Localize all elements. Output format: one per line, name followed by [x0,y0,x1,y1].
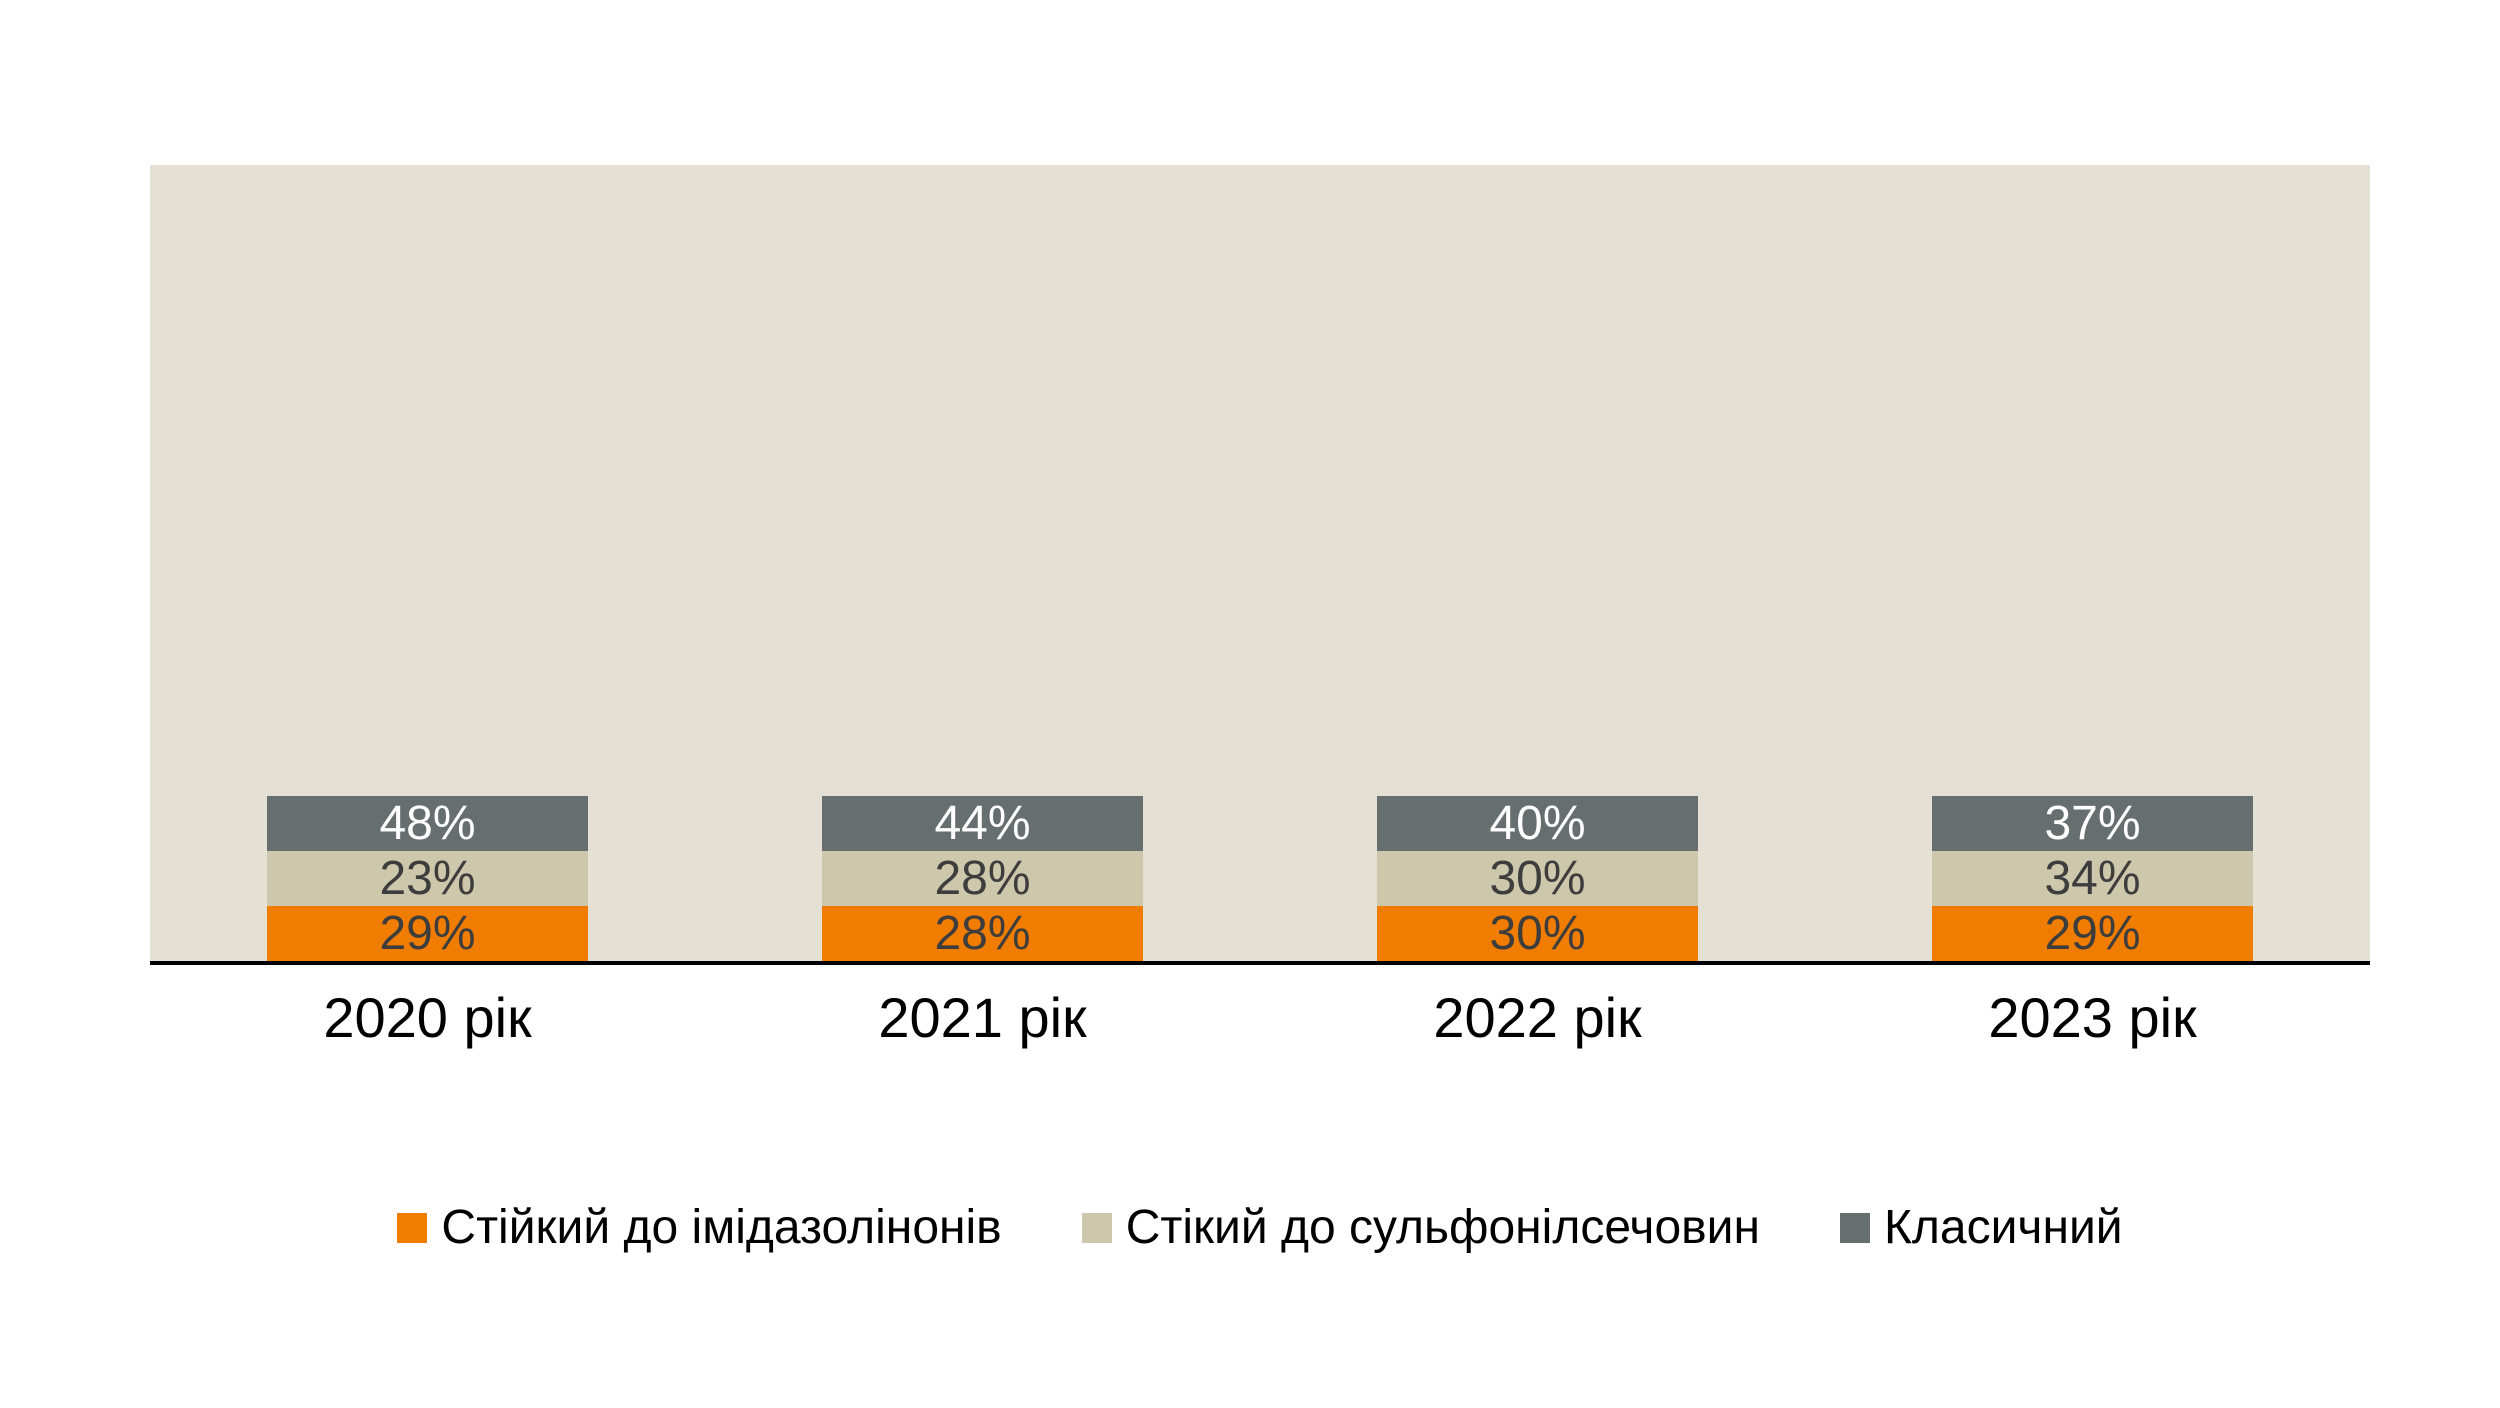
bar-segment-s1: 28% [822,906,1144,961]
bar: 37%34%29% [1932,796,2254,961]
bar-segment-value: 29% [379,906,475,961]
x-axis-label: 2020 рік [150,985,705,1050]
bar-segment-s3: 48% [267,796,589,851]
bar-segment-s2: 23% [267,851,589,906]
legend-label: Стікий до сульфонілсечовин [1126,1200,1760,1255]
legend-swatch [1840,1213,1870,1243]
bar-segment-value: 44% [934,796,1030,851]
bar: 40%30%30% [1377,796,1699,961]
bar-segment-s3: 40% [1377,796,1699,851]
legend-swatch [1082,1213,1112,1243]
bar-segment-s1: 29% [1932,906,2254,961]
bar-segment-value: 28% [934,851,1030,906]
legend-item: Стікий до сульфонілсечовин [1082,1200,1760,1255]
x-axis-labels: 2020 рік2021 рік2022 рік2023 рік [150,985,2370,1050]
legend-item: Класичний [1840,1200,2123,1255]
bar-segment-value: 28% [934,906,1030,961]
bar-segment-s3: 37% [1932,796,2254,851]
legend-swatch [397,1213,427,1243]
bar-segment-s3: 44% [822,796,1144,851]
bar-segment-value: 48% [379,796,475,851]
legend-label: Стійкий до імідазолінонів [441,1200,1001,1255]
bar-segment-s1: 29% [267,906,589,961]
bar-segment-value: 34% [2044,851,2140,906]
bar-segment-value: 29% [2044,906,2140,961]
bar-segment-value: 37% [2044,796,2140,851]
bar-group: 37%34%29% [1815,165,2370,961]
bar-group: 48%23%29% [150,165,705,961]
bar: 48%23%29% [267,796,589,961]
legend-label: Класичний [1884,1200,2123,1255]
plot-area: 48%23%29%44%28%28%40%30%30%37%34%29% [150,165,2370,965]
bar-segment-s2: 28% [822,851,1144,906]
bar-segment-value: 40% [1489,796,1585,851]
bar-segment-s2: 30% [1377,851,1699,906]
x-axis-label: 2022 рік [1260,985,1815,1050]
x-axis-label: 2023 рік [1815,985,2370,1050]
bar-segment-value: 30% [1489,851,1585,906]
bar-group: 44%28%28% [705,165,1260,961]
bar-segment-s1: 30% [1377,906,1699,961]
legend: Стійкий до імідазолінонів Стікий до сульф… [150,1200,2370,1255]
bar-segment-value: 23% [379,851,475,906]
legend-item: Стійкий до імідазолінонів [397,1200,1001,1255]
bar-segment-s2: 34% [1932,851,2254,906]
bar-group: 40%30%30% [1260,165,1815,961]
bar: 44%28%28% [822,796,1144,961]
bar-segment-value: 30% [1489,906,1585,961]
x-axis-label: 2021 рік [705,985,1260,1050]
stacked-bar-chart: 48%23%29%44%28%28%40%30%30%37%34%29% 202… [0,0,2500,1408]
